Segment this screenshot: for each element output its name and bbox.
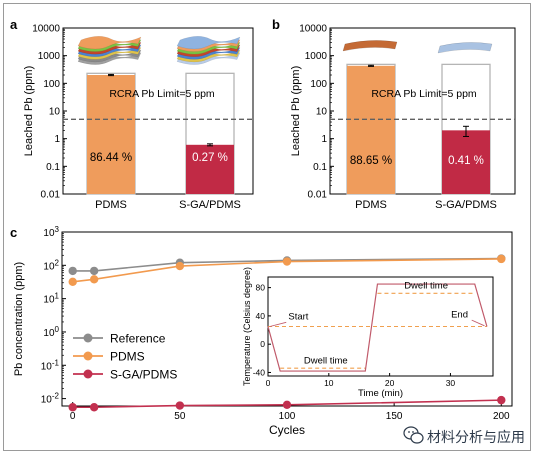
- y-tick-label: 10-1: [41, 358, 60, 372]
- panel-a-chart: 0.01 0.1 1 10 100 1000 10000 Leached Pb (ppm) PD…: [23, 24, 254, 211]
- data-point: [282, 257, 292, 266]
- x-tick-label: 150: [386, 411, 403, 422]
- y-tick-label: 10000: [32, 24, 60, 35]
- y-axis-label: Leached Pb (ppm): [290, 66, 302, 157]
- y-tick-label: 10000: [299, 24, 327, 35]
- x-category-label: PDMS: [95, 199, 127, 211]
- panel-letter-c: c: [10, 225, 17, 240]
- inset-x-tick-label: 10: [324, 378, 334, 388]
- x-tick-label: 100: [279, 411, 296, 422]
- legend-marker: [83, 369, 93, 379]
- inset-y-tick-label: 40: [256, 311, 266, 321]
- x-category-label: S-GA/PDMS: [179, 199, 241, 211]
- legend-marker: [83, 351, 93, 361]
- inset-x-tick-label: 20: [385, 378, 395, 388]
- data-point: [497, 395, 506, 405]
- y-tick-label: 1: [54, 134, 60, 145]
- limit-label: RCRA Pb Limit=5 ppm: [109, 88, 215, 100]
- film-layer: [77, 36, 142, 50]
- y-tick-label: 1: [321, 134, 327, 145]
- bar-percent-label: 0.41 %: [448, 155, 484, 167]
- inset-start-pointer: [269, 321, 287, 327]
- bar-percent-label: 86.44 %: [90, 152, 132, 164]
- data-point: [497, 254, 506, 264]
- bar-pdms: [87, 75, 135, 194]
- y-tick-label: 100: [43, 325, 59, 339]
- inset-annotation: Dwell time: [304, 355, 348, 366]
- inset-temperature-profile: [267, 283, 488, 372]
- data-point: [68, 277, 77, 287]
- x-category-label: PDMS: [355, 199, 387, 211]
- x-tick-label: 0: [70, 411, 76, 422]
- y-axis-label: Leached Pb (ppm): [23, 66, 35, 157]
- data-point: [68, 266, 77, 276]
- legend-label: Reference: [110, 332, 166, 346]
- y-tick-label: 103: [43, 225, 59, 239]
- data-point: [89, 275, 99, 284]
- y-tick-label: 10-2: [41, 392, 60, 406]
- x-tick-label: 50: [174, 411, 186, 422]
- y-axis-label: Pb concentration (ppm): [13, 262, 25, 376]
- inset-annotation: Dwell time: [404, 280, 448, 291]
- bar-percent-label: 0.27 %: [192, 152, 228, 164]
- y-tick-label: 10: [49, 107, 61, 118]
- y-tick-label: 1000: [305, 51, 328, 62]
- data-point: [89, 403, 99, 412]
- limit-label: RCRA Pb Limit=5 ppm: [371, 88, 477, 100]
- figure-frame: [3, 3, 531, 451]
- bar-s-ga/pdms: [186, 144, 234, 194]
- multilayer-film-stack: [77, 36, 142, 65]
- single-film-sheet: [437, 42, 493, 54]
- y-tick-label: 101: [43, 292, 59, 306]
- panel-letter-a: a: [10, 17, 18, 32]
- data-point: [175, 261, 185, 271]
- data-point: [282, 400, 292, 410]
- inset-y-tick-label: -40: [253, 367, 266, 377]
- x-tick-label: 200: [493, 411, 510, 422]
- y-tick-label: 1000: [38, 51, 61, 62]
- legend-label: S-GA/PDMS: [110, 368, 177, 382]
- inset-y-axis-label: Temperature (Celsius degree): [242, 267, 252, 386]
- bar-pdms: [347, 65, 395, 194]
- panel-b-chart: 0.01 0.1 1 10 100 1000 10000 Leached Pb (ppm) PD…: [290, 24, 516, 211]
- legend-marker: [83, 333, 93, 343]
- y-tick-label: 100: [43, 79, 60, 90]
- y-tick-label: 0.1: [313, 162, 327, 173]
- y-tick-label: 100: [310, 79, 327, 90]
- bar-s-ga/pdms: [442, 130, 490, 194]
- data-point: [89, 266, 99, 276]
- inset-x-axis-label: Time (min): [358, 388, 403, 399]
- inset-end-pointer: [471, 319, 485, 327]
- y-tick-label: 0.01: [41, 190, 61, 201]
- data-point: [175, 401, 185, 410]
- y-tick-label: 0.01: [308, 190, 328, 201]
- x-category-label: S-GA/PDMS: [435, 199, 497, 211]
- multilayer-film-stack-coated: [176, 36, 241, 65]
- inset-y-tick-label: 80: [256, 283, 266, 293]
- inset-y-tick-label: 0: [260, 339, 265, 349]
- bar-percent-label: 88.65 %: [350, 155, 392, 167]
- panel-letter-b: b: [272, 17, 280, 32]
- watermark: 材料分析与应用: [403, 426, 525, 446]
- y-tick-label: 10: [316, 107, 328, 118]
- legend: Reference PDMS S-GA/PDMS: [73, 332, 177, 382]
- wechat-icon: [403, 426, 424, 444]
- y-tick-label: 102: [43, 258, 59, 272]
- data-point: [68, 403, 77, 412]
- inset-x-tick-label: 30: [446, 378, 456, 388]
- inset-annotation: Start: [288, 311, 308, 322]
- single-film-sheet: [342, 40, 398, 52]
- legend-label: PDMS: [110, 350, 145, 364]
- watermark-text: 材料分析与应用: [427, 429, 525, 446]
- x-axis-label: Cycles: [269, 423, 305, 437]
- inset-x-tick-label: 0: [266, 378, 271, 388]
- y-tick-label: 0.1: [46, 162, 60, 173]
- film-layer: [176, 36, 241, 50]
- inset-annotation: End: [451, 309, 468, 320]
